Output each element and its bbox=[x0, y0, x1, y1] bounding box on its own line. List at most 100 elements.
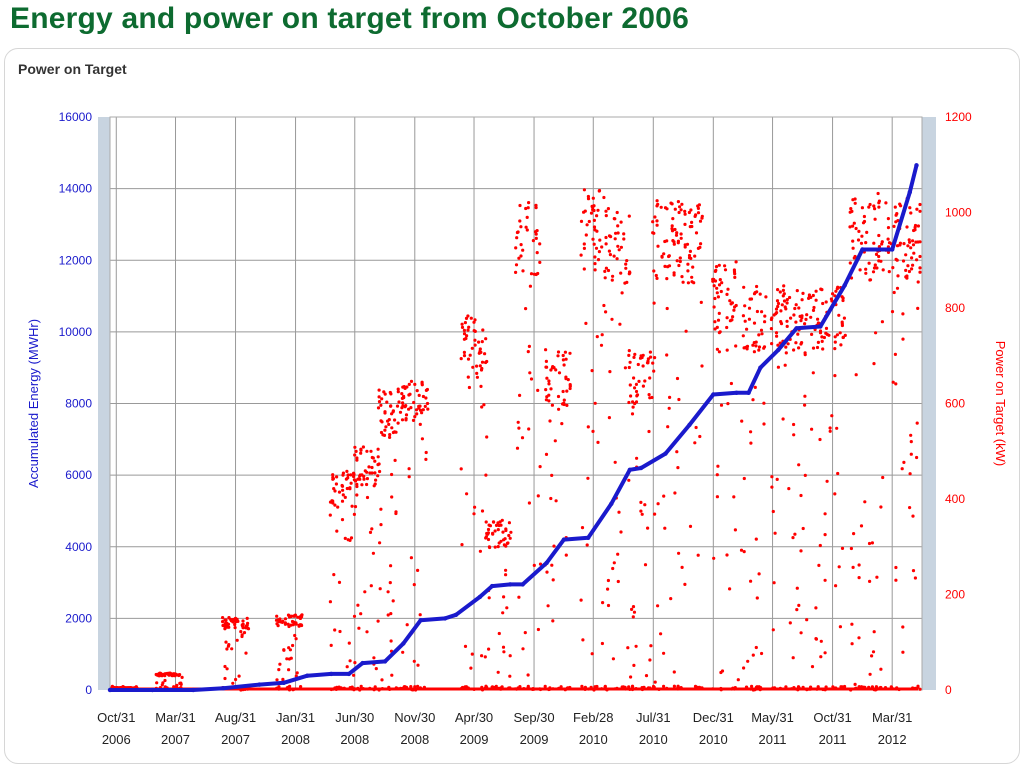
power-point bbox=[278, 662, 282, 666]
power-point bbox=[854, 373, 858, 377]
energy-point bbox=[561, 537, 567, 542]
power-point bbox=[677, 397, 681, 402]
power-point bbox=[639, 500, 643, 504]
power-point bbox=[694, 231, 699, 235]
power-point bbox=[880, 320, 885, 324]
power-point bbox=[872, 630, 876, 634]
power-point bbox=[858, 268, 862, 272]
power-point bbox=[717, 331, 722, 335]
power-point bbox=[387, 418, 391, 422]
power-point bbox=[625, 280, 629, 284]
x-tick-year: 2007 bbox=[161, 732, 190, 747]
power-point bbox=[752, 350, 757, 354]
power-point bbox=[463, 321, 467, 325]
power-point bbox=[239, 630, 243, 634]
x-tick-year: 2008 bbox=[340, 732, 369, 747]
power-point bbox=[514, 263, 519, 267]
power-point bbox=[785, 298, 789, 302]
power-point bbox=[653, 215, 657, 219]
power-point bbox=[379, 419, 383, 423]
power-point bbox=[496, 528, 500, 532]
power-point bbox=[911, 263, 915, 267]
energy-point bbox=[382, 659, 388, 664]
power-point bbox=[386, 590, 390, 594]
power-point bbox=[380, 397, 384, 401]
right-tick-label: 1200 bbox=[945, 110, 972, 124]
power-point bbox=[762, 401, 766, 405]
power-point bbox=[338, 629, 342, 634]
power-point bbox=[294, 637, 298, 641]
power-point bbox=[466, 375, 470, 379]
power-point bbox=[527, 501, 532, 505]
power-point bbox=[907, 269, 912, 274]
power-point bbox=[918, 209, 922, 213]
power-point bbox=[473, 338, 477, 342]
power-point bbox=[819, 287, 823, 291]
power-point bbox=[746, 659, 750, 663]
power-point bbox=[901, 625, 905, 629]
power-point bbox=[507, 521, 511, 525]
power-point bbox=[618, 322, 622, 326]
power-point bbox=[918, 266, 922, 270]
power-point bbox=[343, 495, 347, 499]
power-point bbox=[592, 204, 596, 208]
power-point bbox=[330, 499, 334, 503]
power-point bbox=[285, 657, 289, 661]
power-point bbox=[568, 386, 572, 391]
power-point bbox=[370, 465, 374, 470]
power-point bbox=[551, 619, 555, 623]
left-axis-title: Accumulated Energy (MWHr) bbox=[26, 319, 41, 488]
power-point bbox=[793, 532, 797, 536]
power-point bbox=[225, 667, 229, 671]
power-point bbox=[655, 219, 659, 223]
power-point bbox=[519, 254, 523, 258]
power-point bbox=[800, 298, 804, 302]
power-point bbox=[604, 235, 608, 240]
power-point bbox=[466, 314, 470, 318]
power-point bbox=[811, 346, 816, 350]
power-point bbox=[776, 343, 780, 347]
power-point bbox=[557, 371, 562, 375]
power-point bbox=[467, 325, 471, 329]
power-point bbox=[343, 536, 347, 541]
power-point bbox=[823, 651, 827, 655]
left-tick-label: 12000 bbox=[59, 253, 93, 267]
power-point bbox=[901, 312, 905, 316]
power-point bbox=[652, 369, 656, 373]
power-point bbox=[726, 287, 730, 291]
power-point bbox=[743, 319, 747, 323]
power-point bbox=[599, 343, 604, 347]
power-point bbox=[712, 305, 716, 309]
power-point bbox=[418, 422, 422, 426]
power-point bbox=[606, 603, 611, 608]
power-point bbox=[488, 524, 492, 528]
power-point bbox=[799, 493, 803, 498]
power-point bbox=[776, 301, 781, 306]
power-point bbox=[782, 299, 787, 303]
power-point bbox=[373, 459, 377, 463]
power-point bbox=[328, 600, 332, 604]
power-point bbox=[786, 342, 790, 346]
power-point bbox=[390, 426, 394, 430]
x-tick-year: 2010 bbox=[639, 732, 668, 747]
power-point bbox=[803, 394, 807, 398]
power-point bbox=[518, 203, 522, 208]
power-point bbox=[757, 345, 762, 349]
power-point bbox=[548, 419, 552, 423]
power-point bbox=[816, 317, 820, 321]
power-point bbox=[818, 437, 822, 442]
power-point bbox=[643, 503, 647, 507]
power-point bbox=[857, 563, 861, 567]
power-point bbox=[775, 299, 780, 303]
power-point bbox=[504, 528, 508, 533]
power-point bbox=[696, 204, 700, 208]
power-point bbox=[173, 674, 177, 678]
power-point bbox=[359, 684, 363, 688]
power-point bbox=[842, 316, 847, 320]
power-point bbox=[415, 389, 419, 393]
power-point bbox=[378, 541, 382, 545]
power-point bbox=[734, 344, 738, 348]
power-point bbox=[837, 313, 841, 317]
power-point bbox=[666, 425, 670, 429]
power-point bbox=[372, 484, 376, 488]
